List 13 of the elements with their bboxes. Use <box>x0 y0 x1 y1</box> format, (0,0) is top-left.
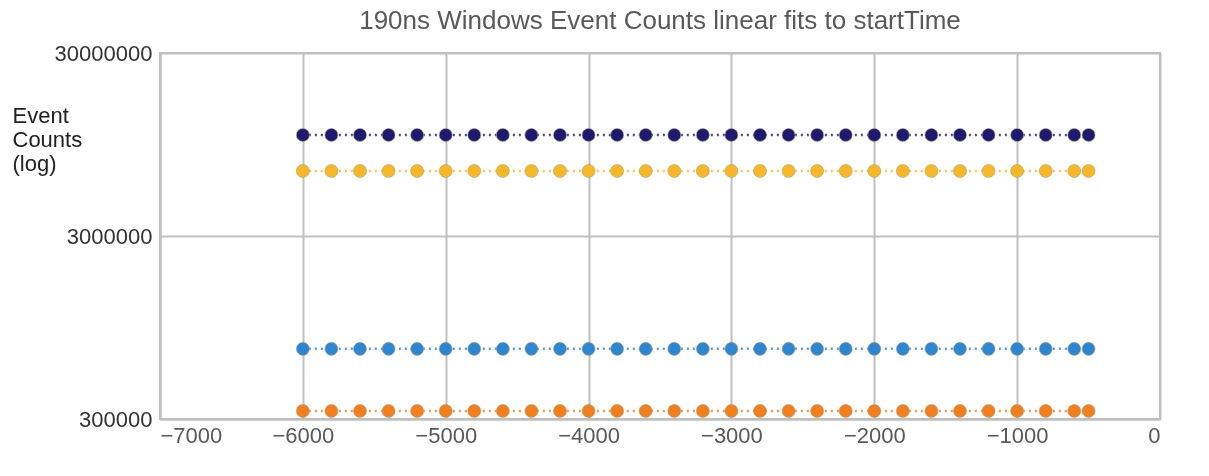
y-tick-label: 300000 <box>79 406 153 432</box>
chart-title: 190ns Windows Event Counts linear fits to startTime <box>359 5 961 35</box>
x-tick-label: −3000 <box>701 422 763 448</box>
y-axis-title: Event Counts (log) <box>12 102 83 176</box>
x-tick-label: −4000 <box>558 422 620 448</box>
x-tick-label: 0 <box>1148 422 1161 448</box>
x-tick-label: −1000 <box>986 422 1049 448</box>
x-tick-label: −5000 <box>415 422 478 448</box>
y-tick-label: 30000000 <box>54 40 153 66</box>
x-tick-label: −2000 <box>843 422 906 448</box>
x-tick-label: −7000 <box>160 422 223 448</box>
x-tick-label: −6000 <box>272 422 335 448</box>
y-tick-label: 3000000 <box>66 223 153 249</box>
